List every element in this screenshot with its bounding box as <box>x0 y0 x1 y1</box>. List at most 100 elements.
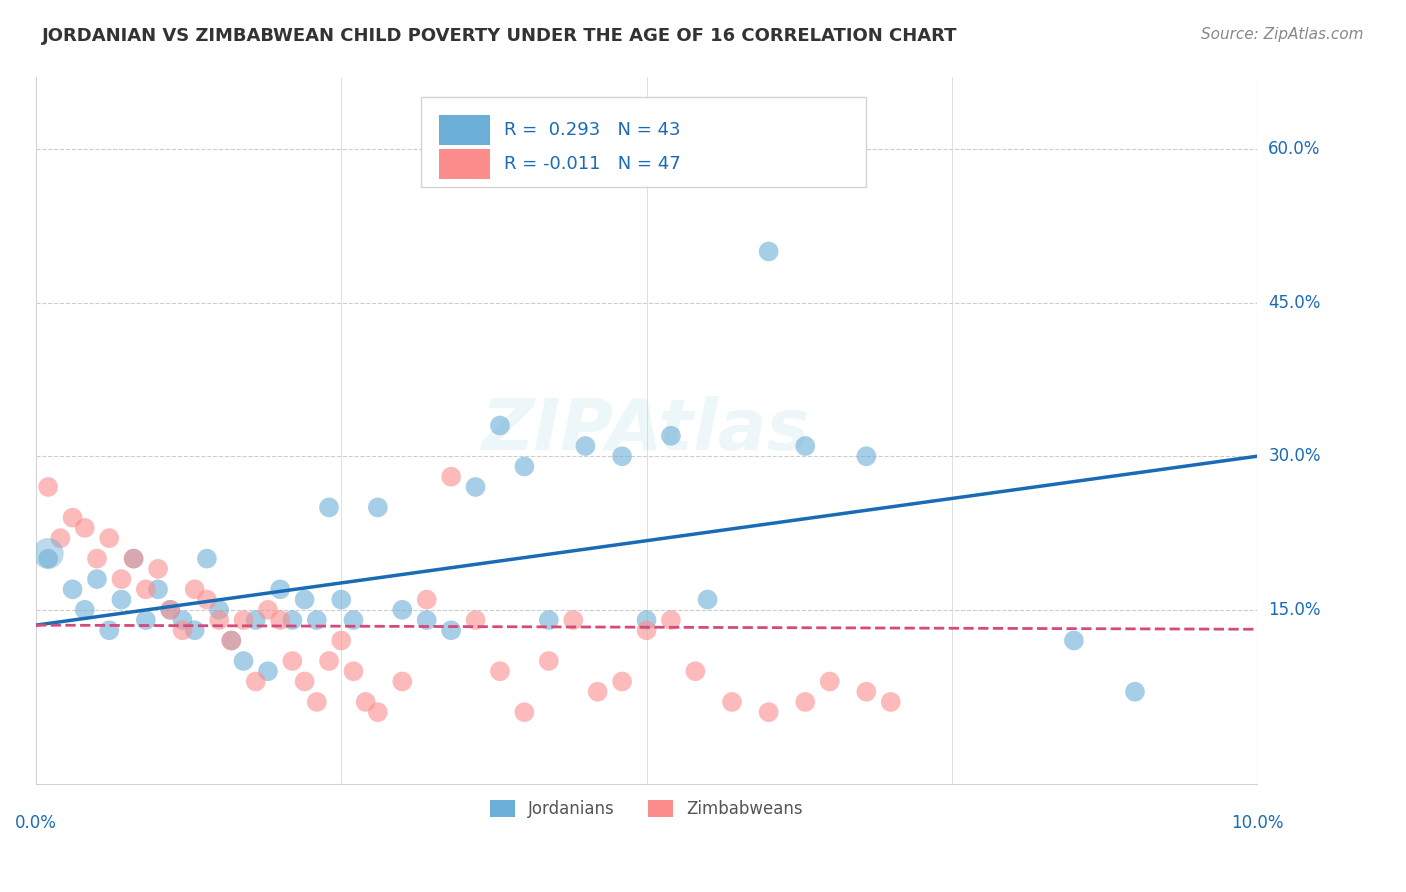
Text: 15.0%: 15.0% <box>1268 601 1320 619</box>
Point <box>294 674 316 689</box>
Point <box>818 674 841 689</box>
Point <box>135 613 157 627</box>
Point <box>636 624 658 638</box>
Point <box>110 592 132 607</box>
Point <box>208 603 231 617</box>
Point <box>794 439 817 453</box>
Legend: Jordanians, Zimbabweans: Jordanians, Zimbabweans <box>484 794 810 825</box>
Point <box>636 613 658 627</box>
Text: R =  0.293   N = 43: R = 0.293 N = 43 <box>503 120 681 139</box>
Point <box>696 592 718 607</box>
Point <box>685 664 707 678</box>
Point <box>537 654 560 668</box>
Point <box>794 695 817 709</box>
Point <box>281 613 304 627</box>
Point <box>98 624 121 638</box>
Point <box>610 449 633 463</box>
Text: JORDANIAN VS ZIMBABWEAN CHILD POVERTY UNDER THE AGE OF 16 CORRELATION CHART: JORDANIAN VS ZIMBABWEAN CHILD POVERTY UN… <box>42 27 957 45</box>
Point <box>37 551 59 566</box>
Point <box>232 654 254 668</box>
Point <box>855 684 877 698</box>
Point <box>86 572 108 586</box>
Point <box>489 418 512 433</box>
Point <box>562 613 585 627</box>
Point <box>62 582 84 597</box>
Point <box>110 572 132 586</box>
Text: ZIPAtlas: ZIPAtlas <box>482 396 811 465</box>
Point <box>880 695 903 709</box>
Point <box>183 624 205 638</box>
Point <box>367 500 389 515</box>
Point <box>37 480 59 494</box>
Point <box>513 459 536 474</box>
Text: Source: ZipAtlas.com: Source: ZipAtlas.com <box>1201 27 1364 42</box>
Point <box>146 582 169 597</box>
Point <box>73 603 96 617</box>
Point <box>245 613 267 627</box>
Point <box>221 633 243 648</box>
Point <box>159 603 181 617</box>
Point <box>574 439 596 453</box>
Point <box>1123 684 1146 698</box>
Point <box>73 521 96 535</box>
Point <box>49 531 72 545</box>
Point <box>586 684 609 698</box>
Text: 10.0%: 10.0% <box>1230 814 1284 832</box>
Point <box>610 674 633 689</box>
Point <box>305 613 328 627</box>
Text: 60.0%: 60.0% <box>1268 140 1320 158</box>
Point <box>659 613 682 627</box>
Point <box>98 531 121 545</box>
Point <box>195 551 218 566</box>
Point <box>513 705 536 719</box>
Point <box>464 613 486 627</box>
Point <box>221 633 243 648</box>
Point <box>721 695 744 709</box>
FancyBboxPatch shape <box>420 96 866 187</box>
Point <box>758 244 780 259</box>
Point <box>464 480 486 494</box>
Point <box>208 613 231 627</box>
Point <box>391 603 413 617</box>
Point <box>440 624 463 638</box>
Point <box>415 613 437 627</box>
Point <box>440 469 463 483</box>
Point <box>183 582 205 597</box>
Point <box>305 695 328 709</box>
Point <box>257 603 280 617</box>
Point <box>318 654 340 668</box>
Point <box>62 510 84 524</box>
Point <box>294 592 316 607</box>
Point <box>146 562 169 576</box>
Point <box>758 705 780 719</box>
Point <box>342 613 364 627</box>
Point <box>122 551 145 566</box>
Point <box>195 592 218 607</box>
Point <box>269 613 291 627</box>
Point <box>135 582 157 597</box>
Point <box>37 547 59 561</box>
Point <box>318 500 340 515</box>
Text: 0.0%: 0.0% <box>15 814 56 832</box>
Point <box>269 582 291 597</box>
Text: 30.0%: 30.0% <box>1268 447 1320 466</box>
Point <box>172 613 194 627</box>
Point <box>1063 633 1085 648</box>
FancyBboxPatch shape <box>439 115 491 145</box>
Point <box>342 664 364 678</box>
Point <box>257 664 280 678</box>
Point <box>232 613 254 627</box>
Point <box>855 449 877 463</box>
Point <box>415 592 437 607</box>
Point <box>367 705 389 719</box>
Text: 45.0%: 45.0% <box>1268 293 1320 311</box>
Point <box>330 633 353 648</box>
Point <box>354 695 377 709</box>
Point <box>330 592 353 607</box>
Point <box>172 624 194 638</box>
FancyBboxPatch shape <box>439 150 491 179</box>
Point <box>659 429 682 443</box>
Text: R = -0.011   N = 47: R = -0.011 N = 47 <box>503 155 681 173</box>
Point <box>159 603 181 617</box>
Point <box>537 613 560 627</box>
